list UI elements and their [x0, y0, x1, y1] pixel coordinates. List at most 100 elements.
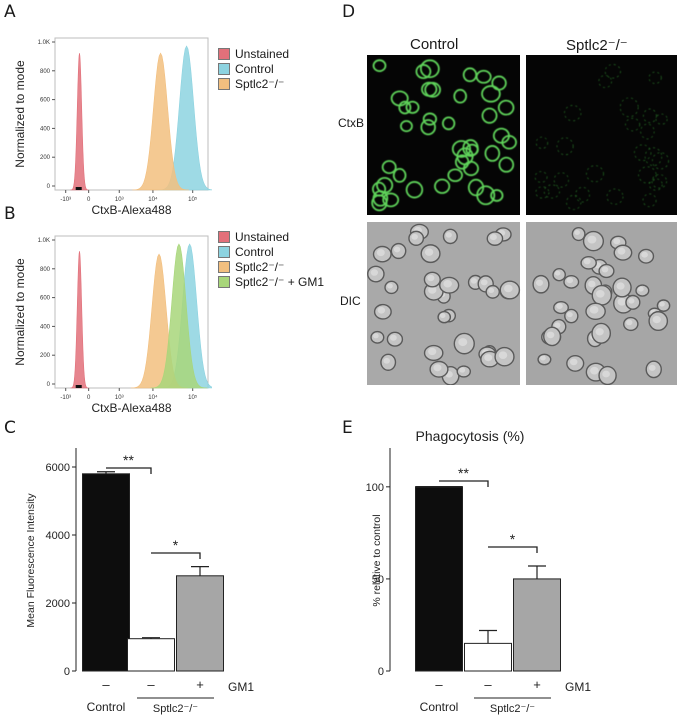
histogram-peak-sptlc2-gm1	[150, 243, 208, 389]
cell-outline	[372, 59, 387, 73]
cell-outline	[415, 64, 432, 79]
cell-outline	[498, 156, 515, 173]
legend-label: Control	[235, 62, 274, 76]
panel-label-d: D	[342, 2, 356, 22]
cell-outline	[655, 113, 668, 125]
cell-outline	[490, 189, 504, 202]
legend-swatch	[218, 246, 230, 258]
significance-label: **	[123, 452, 134, 468]
cell-outline	[634, 144, 652, 162]
dic-cell-highlight	[556, 303, 563, 309]
dic-cell-highlight	[659, 301, 665, 307]
y-axis-label: % relative to control	[371, 514, 383, 606]
legend-swatch	[218, 63, 230, 75]
y-tick-label: 800	[40, 69, 51, 75]
dic-cell-highlight	[617, 247, 626, 255]
dic-cell-highlight	[488, 287, 495, 293]
legend-label: Unstained	[235, 230, 290, 244]
gm1-mark: +	[196, 677, 204, 692]
dic-cell-highlight	[628, 298, 635, 304]
cell-outline	[553, 172, 569, 188]
baseline-marker	[75, 385, 82, 388]
significance-label: *	[173, 537, 179, 553]
y-tick-label: 200	[40, 353, 51, 359]
cell-outline	[481, 85, 501, 103]
cell-outline	[400, 120, 413, 133]
dic-cell-highlight	[583, 258, 591, 265]
legend-label: Sptlc2⁻/⁻ + GM1	[235, 275, 325, 289]
dic-cell-highlight	[424, 248, 434, 256]
dic-cell-highlight	[588, 280, 596, 288]
histogram-peak-unstained	[70, 53, 89, 191]
y-tick-label: 0	[64, 666, 70, 678]
dic-cell-highlight	[589, 306, 599, 314]
y-tick-label: 50	[372, 574, 384, 586]
bar-chart-e: 0 50 100 % relative to control Phagocytosis …	[366, 428, 592, 715]
y-tick-label: 200	[40, 155, 51, 161]
histogram-b: 1.0K 800 600 400 200 0 -10³ 0 10³ 10⁴ 10⁵ Normalize…	[13, 235, 212, 415]
dic-cell-highlight	[370, 269, 379, 276]
cell-outline	[419, 59, 440, 79]
cell-outline	[652, 152, 669, 170]
x-tick-label: -10³	[60, 395, 71, 401]
x-axis-label: CtxB-Alexa488	[91, 203, 171, 217]
micrograph-col-control: Control	[410, 36, 459, 53]
dic-cell-highlight	[587, 235, 597, 244]
dic-cell-highlight	[428, 347, 437, 356]
dic-cell-highlight	[616, 282, 625, 290]
dic-cell-highlight	[566, 311, 573, 318]
cell-outline	[424, 81, 441, 98]
micrograph-ko-ctxb	[526, 55, 677, 215]
histogram-peak-sptlc2-	[132, 52, 189, 191]
dic-cell-highlight	[595, 328, 604, 336]
legend-swatch	[218, 78, 230, 90]
significance-bracket	[439, 480, 489, 487]
dic-cell-highlight	[569, 358, 578, 366]
y-tick-label: 0	[47, 382, 51, 388]
y-tick-label: 1.0K	[38, 238, 50, 244]
cell-outline	[651, 174, 667, 189]
panel-label-b: B	[4, 204, 16, 224]
legend-swatch	[218, 276, 230, 288]
x-tick-label: -10³	[60, 197, 71, 203]
bar-2	[176, 575, 224, 672]
x-tick-label: 10⁴	[148, 394, 158, 401]
bar-1	[464, 642, 512, 672]
significance-bracket	[488, 546, 538, 553]
y-tick-label: 2000	[46, 598, 70, 610]
cell-outline	[453, 88, 468, 104]
cell-outline	[405, 181, 424, 199]
chart-title: Phagocytosis (%)	[416, 428, 525, 444]
dic-cell-highlight	[458, 338, 468, 347]
dic-cell-highlight	[637, 286, 644, 292]
dic-cell-highlight	[601, 266, 609, 273]
cell-outline	[463, 160, 479, 177]
dic-cell-highlight	[602, 370, 610, 378]
gm1-mark: +	[533, 677, 541, 692]
cell-outline	[575, 186, 590, 203]
bar-1	[127, 638, 175, 672]
dic-cell-highlight	[489, 234, 497, 241]
micrograph-grid	[367, 55, 677, 385]
bar-chart-c: 0 2000 4000 6000 Mean Fluorescence Intensity…	[25, 448, 254, 715]
legend-entry: Control	[218, 245, 324, 259]
legend-label: Sptlc2⁻/⁻	[235, 77, 285, 91]
cell-outline	[606, 188, 624, 205]
x-tick-label: 10⁵	[188, 196, 198, 203]
cell-outline	[642, 193, 657, 208]
cell-outline	[381, 160, 397, 175]
cell-outline	[475, 69, 492, 84]
cell-outline	[405, 100, 420, 114]
group-label-ko: Sptlc2⁻/⁻	[153, 703, 198, 715]
cell-outline	[566, 194, 582, 210]
y-tick-label: 400	[40, 324, 51, 330]
cell-outline	[556, 137, 574, 156]
dic-cell-highlight	[433, 364, 442, 372]
cell-outline	[564, 105, 582, 122]
group-label-ko: Sptlc2⁻/⁻	[490, 703, 535, 715]
x-axis-label: CtxB-Alexa488	[91, 401, 171, 415]
cell-outline	[467, 178, 485, 197]
dic-cell-highlight	[546, 331, 555, 339]
x-tick-label: 10⁴	[148, 196, 158, 203]
cell-outline	[376, 177, 394, 194]
